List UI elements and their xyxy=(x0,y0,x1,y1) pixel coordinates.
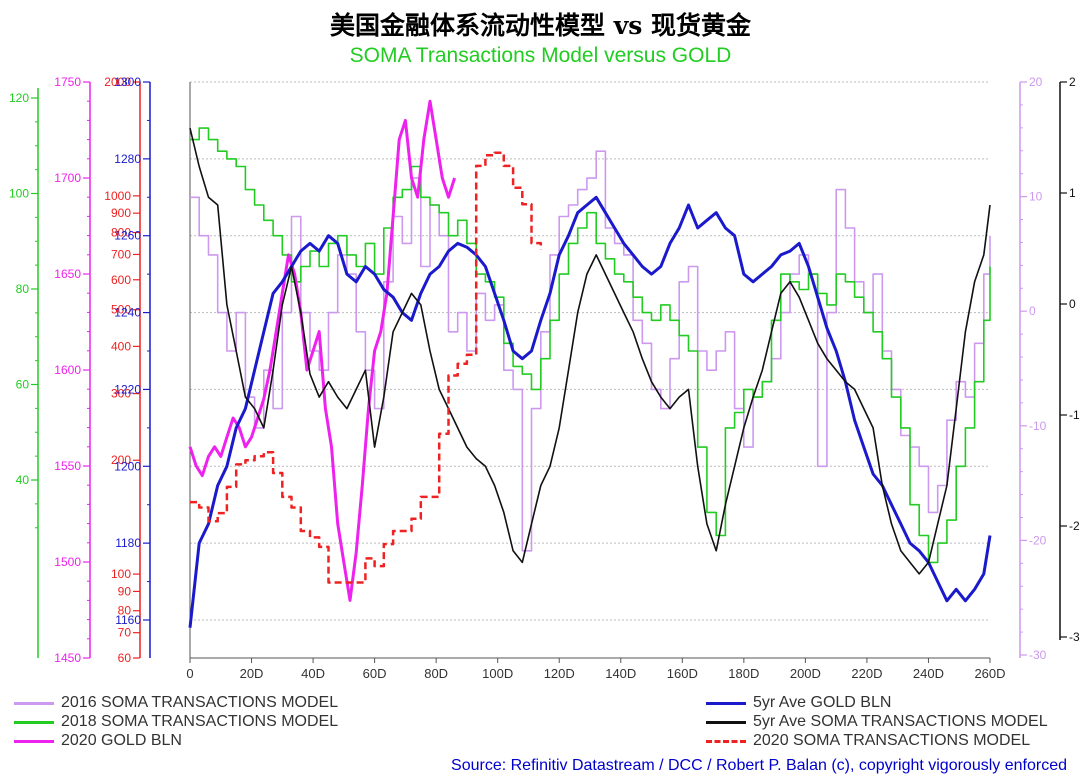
legend-label: 5yr Ave SOMA TRANSACTIONS MODEL xyxy=(753,713,1048,730)
chart-subtitle: SOMA Transactions Model versus GOLD xyxy=(349,44,732,67)
legend-label: 2020 SOMA TRANSACTIONS MODEL xyxy=(753,732,1031,749)
x-tick-label: 260D xyxy=(974,666,1005,681)
magenta-axis-tick-label: 1650 xyxy=(54,267,81,281)
series-line xyxy=(188,99,457,602)
red-axis-tick-label: 90 xyxy=(118,584,132,598)
x-tick-label: 180D xyxy=(728,666,759,681)
x-tick-label: 100D xyxy=(482,666,513,681)
red-axis-tick-label: 900 xyxy=(111,206,131,220)
blue-axis-tick-label: 1300 xyxy=(114,75,141,89)
x-tick-label: 200D xyxy=(790,666,821,681)
source-note: Source: Refinitiv Datastream / DCC / Rob… xyxy=(451,757,1067,774)
legend-swatch xyxy=(706,702,746,705)
series-line xyxy=(188,195,992,628)
black-axis-tick-label: -1 xyxy=(1069,408,1080,422)
blue-axis-tick-label: 1280 xyxy=(114,152,141,166)
green-axis-tick-label: 60 xyxy=(16,378,30,392)
x-tick-label: 120D xyxy=(544,666,575,681)
x-tick-label: 0 xyxy=(186,666,193,681)
lavender-axis-tick-label: 10 xyxy=(1029,190,1043,204)
blue-axis-tick-label: 1260 xyxy=(114,229,141,243)
magenta-axis-tick-label: 1700 xyxy=(54,171,81,185)
magenta-axis-tick-label: 1500 xyxy=(54,555,81,569)
red-axis-tick-label: 600 xyxy=(111,273,131,287)
series-line xyxy=(190,151,543,584)
red-axis-tick-label: 300 xyxy=(111,387,131,401)
axes: 0 20D 40D 60D 80D 100D 120D 140D 160D 180D 200D 220… xyxy=(9,75,1080,681)
black-axis-tick-label: -3 xyxy=(1069,630,1080,644)
legend-swatch xyxy=(14,702,54,705)
magenta-axis-tick-label: 1600 xyxy=(54,363,81,377)
blue-axis-tick-label: 1160 xyxy=(115,613,141,627)
x-tick-label: 40D xyxy=(301,666,325,681)
blue-axis-tick-label: 1220 xyxy=(114,382,141,396)
red-axis-tick-label: 100 xyxy=(111,567,131,581)
red-axis-tick-label: 400 xyxy=(111,339,131,353)
chart-title: 美国金融体系流动性模型 vs 现货黄金 xyxy=(329,11,751,40)
x-tick-label: 80D xyxy=(424,666,448,681)
x-tick-label: 160D xyxy=(667,666,698,681)
black-axis-tick-label: 0 xyxy=(1069,297,1076,311)
green-axis-tick-label: 120 xyxy=(9,91,29,105)
green-axis-tick-label: 80 xyxy=(16,282,30,296)
red-axis-tick-label: 700 xyxy=(111,247,131,261)
red-axis-tick-label: 200 xyxy=(111,453,131,467)
legend-label: 2016 SOMA TRANSACTIONS MODEL xyxy=(61,694,339,711)
black-axis-tick-label: 1 xyxy=(1069,186,1076,200)
x-tick-label: 140D xyxy=(605,666,636,681)
x-tick-label: 20D xyxy=(240,666,264,681)
legend-swatch xyxy=(14,740,54,743)
x-tick-label: 60D xyxy=(363,666,387,681)
series-line xyxy=(190,127,991,564)
green-axis-tick-label: 40 xyxy=(16,473,30,487)
red-axis-tick-label: 1000 xyxy=(104,189,131,203)
green-axis-tick-label: 100 xyxy=(9,187,29,201)
black-axis-tick-label: -2 xyxy=(1069,519,1080,533)
x-tick-label: 240D xyxy=(913,666,944,681)
blue-axis-tick-label: 1240 xyxy=(114,306,141,320)
magenta-axis-tick-label: 1750 xyxy=(54,75,81,89)
red-axis-tick-label: 2000 xyxy=(104,75,131,89)
black-axis-tick-label: 2 xyxy=(1069,75,1076,89)
legend-swatch xyxy=(706,721,746,724)
legend-swatch xyxy=(14,721,54,724)
legend-label: 5yr Ave GOLD BLN xyxy=(753,694,892,711)
magenta-axis-tick-label: 1450 xyxy=(54,651,81,665)
blue-axis-tick-label: 1180 xyxy=(115,536,141,550)
magenta-axis-tick-label: 1550 xyxy=(54,459,81,473)
blue-axis-tick-label: 1200 xyxy=(114,459,141,473)
lavender-axis-tick-label: -30 xyxy=(1029,648,1047,662)
series-lines xyxy=(188,99,992,628)
red-axis-tick-label: 60 xyxy=(118,651,132,665)
red-axis-tick-label: 500 xyxy=(111,303,131,317)
red-axis-tick-label: 80 xyxy=(118,604,132,618)
series-line xyxy=(190,150,991,552)
legend-swatch xyxy=(706,740,746,743)
legend-label: 2018 SOMA TRANSACTIONS MODEL xyxy=(61,713,339,730)
red-axis-tick-label: 800 xyxy=(111,226,131,240)
lavender-axis-tick-label: 20 xyxy=(1029,75,1043,89)
legend-label: 2020 GOLD BLN xyxy=(61,732,182,749)
lavender-axis-tick-label: -20 xyxy=(1029,533,1047,547)
lavender-axis-tick-label: 0 xyxy=(1029,304,1036,318)
lavender-axis-tick-label: -10 xyxy=(1029,419,1047,433)
x-tick-label: 220D xyxy=(851,666,882,681)
series-line xyxy=(189,127,991,575)
red-axis-tick-label: 70 xyxy=(118,626,132,640)
